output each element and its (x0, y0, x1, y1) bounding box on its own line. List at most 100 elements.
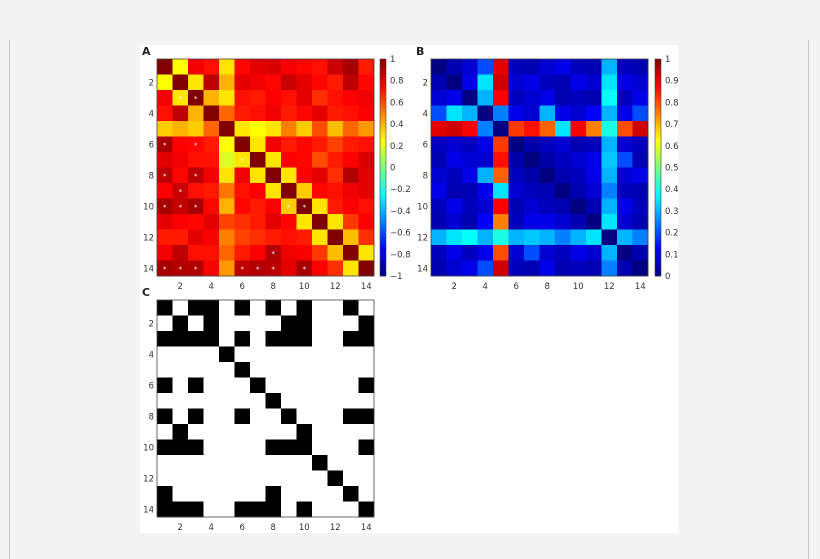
cell-b-8-3 (462, 167, 478, 184)
cell-a-14-3 (188, 260, 204, 277)
cell-b-1-3 (462, 59, 478, 75)
cell-c-7-13 (343, 393, 359, 409)
cell-c-8-14 (358, 408, 375, 425)
cell-c-9-11 (312, 424, 328, 440)
significance-star: * (303, 203, 307, 211)
cell-a-3-7 (250, 90, 266, 106)
cell-a-1-2 (172, 59, 189, 75)
x-tick-label: 8 (271, 523, 276, 533)
panel-a-frame (156, 58, 375, 277)
cell-c-14-11 (312, 501, 328, 518)
cell-b-9-4 (477, 183, 494, 199)
cell-c-7-8 (265, 393, 282, 409)
cell-b-12-2 (446, 229, 463, 246)
cell-c-8-3 (188, 408, 204, 425)
cell-a-10-13 (343, 198, 359, 215)
cell-b-13-14 (632, 245, 649, 261)
cell-b-14-9 (555, 260, 571, 277)
cell-c-9-4 (203, 424, 220, 440)
colorbar-segment (380, 254, 386, 259)
cell-c-12-13 (343, 470, 359, 487)
cell-a-11-13 (343, 214, 359, 230)
cell-b-2-11 (586, 74, 602, 91)
cell-a-11-4 (203, 214, 220, 230)
cell-b-14-3 (462, 260, 478, 277)
colorbar-tick-label: 0.4 (390, 120, 404, 130)
colorbar-segment (380, 167, 386, 172)
colorbar-segment (655, 236, 661, 241)
cell-a-10-5 (219, 198, 235, 215)
colorbar-segment (380, 131, 386, 136)
cell-b-3-9 (555, 90, 571, 106)
y-tick-label: 4 (423, 109, 428, 119)
cell-c-6-10 (296, 377, 313, 394)
colorbar-segment (655, 142, 661, 147)
cell-c-3-7 (250, 331, 266, 347)
cell-b-8-12 (601, 167, 618, 184)
cell-c-5-14 (358, 362, 375, 378)
cell-c-6-9 (281, 377, 297, 394)
x-tick-label: 8 (271, 282, 276, 292)
cell-a-3-12 (327, 90, 344, 106)
cell-a-7-2 (172, 152, 189, 168)
cell-a-4-4 (203, 105, 220, 122)
colorbar-segment (380, 228, 386, 233)
panel-a-letter: A (142, 45, 151, 58)
x-tick-label: 14 (635, 282, 646, 292)
cell-a-3-14 (358, 90, 375, 106)
cell-c-10-13 (343, 439, 359, 456)
cell-b-1-4 (477, 59, 494, 75)
cell-c-12-4 (203, 470, 220, 487)
cell-a-4-12 (327, 105, 344, 122)
colorbar-segment (380, 120, 386, 125)
cell-c-14-2 (172, 501, 189, 518)
cell-c-2-12 (327, 315, 344, 332)
cell-a-13-4 (203, 245, 220, 261)
cell-a-10-7 (250, 198, 266, 215)
x-tick-label: 14 (361, 282, 372, 292)
cell-b-11-4 (477, 214, 494, 230)
cell-b-12-3 (462, 229, 478, 246)
colorbar-segment (380, 95, 386, 100)
panel-c-letter: C (142, 286, 150, 299)
cell-c-13-2 (172, 486, 189, 502)
cell-c-2-1 (157, 315, 173, 332)
colorbar-segment (655, 106, 661, 111)
colorbar-segment (655, 225, 661, 230)
cell-a-14-8 (265, 260, 282, 277)
cell-c-7-4 (203, 393, 220, 409)
colorbar-tick-label: 0.4 (665, 185, 678, 195)
cell-a-1-10 (296, 59, 313, 75)
colorbar-segment (655, 181, 661, 186)
cell-c-6-7 (250, 377, 266, 394)
cell-b-13-3 (462, 245, 478, 261)
cell-c-9-9 (281, 424, 297, 440)
cell-c-8-7 (250, 408, 266, 425)
colorbar-segment (380, 265, 386, 270)
cell-b-8-11 (586, 167, 602, 184)
cell-b-14-6 (508, 260, 525, 277)
cell-c-3-13 (343, 331, 359, 347)
colorbar-frame (654, 58, 662, 277)
y-tick-label: 8 (423, 171, 428, 181)
cell-b-3-2 (446, 90, 463, 106)
cell-a-8-14 (358, 167, 375, 184)
cell-a-6-7 (250, 136, 266, 153)
cell-a-3-4 (203, 90, 220, 106)
cell-a-8-7 (250, 167, 266, 184)
cell-c-13-8 (265, 486, 282, 502)
cell-c-3-14 (358, 331, 375, 347)
cell-a-8-9 (281, 167, 297, 184)
cell-b-4-6 (508, 105, 525, 122)
cell-a-10-9 (281, 198, 297, 215)
cell-c-4-2 (172, 346, 189, 363)
y-tick-label: 2 (149, 78, 154, 88)
cell-c-7-7 (250, 393, 266, 409)
colorbar-segment (380, 69, 386, 74)
x-tick-label: 2 (452, 282, 457, 292)
cell-b-13-6 (508, 245, 525, 261)
cell-a-6-10 (296, 136, 313, 153)
cell-c-14-4 (203, 501, 220, 518)
left-frame-line (9, 40, 10, 559)
colorbar-segment (380, 163, 386, 168)
